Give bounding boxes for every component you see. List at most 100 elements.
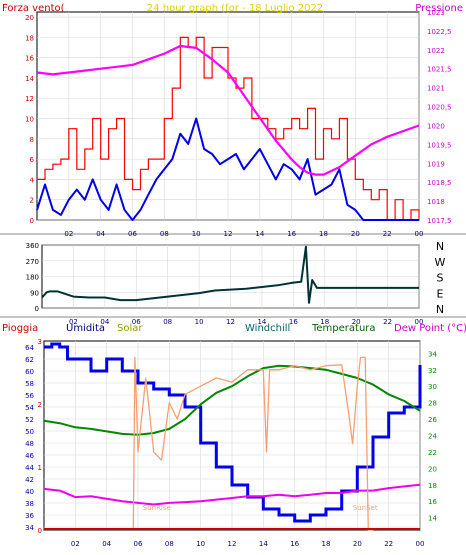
humidity-y-tick: 40 (25, 488, 34, 496)
bottom-panel-x-tick: 04 (102, 540, 111, 548)
humidity-y-tick: 56 (25, 392, 34, 400)
bottom-panel-x-tick: 18 (322, 540, 331, 548)
left-y-tick: 20 (25, 14, 34, 22)
left-y-tick: 18 (25, 34, 34, 42)
chart-title: 24 hour graph (for - 18 Luglio 2022 (147, 3, 323, 14)
legend-item: Temperatura (311, 323, 376, 334)
rain-y-tick: 0 (38, 527, 42, 535)
direction-panel-x-tick: 06 (132, 318, 141, 326)
rain-y-tick: 1 (38, 464, 42, 472)
humidity-y-tick: 60 (25, 368, 34, 376)
top-panel-x-tick: 20 (351, 230, 360, 238)
humidity-y-tick: 62 (25, 356, 34, 364)
legend-item: Pioggia (2, 323, 38, 334)
direction-panel-x-tick: 02 (69, 318, 78, 326)
direction-y-tick: 360 (26, 242, 39, 250)
direction-panel-x-tick: 16 (289, 318, 298, 326)
top-panel-x-tick: 22 (383, 230, 392, 238)
rain-y-tick: 2 (38, 401, 42, 409)
humidity-y-tick: 42 (25, 476, 34, 484)
top-panel-x-tick: 00 (415, 230, 424, 238)
left-y-tick: 8 (30, 136, 34, 144)
direction-y-tick: 180 (26, 274, 39, 282)
right-y-tick: 1023 (427, 9, 445, 17)
right-y-tick: 1022,5 (427, 28, 452, 36)
direction-panel-x-tick: 14 (257, 318, 266, 326)
temperature-series (43, 364, 421, 436)
right-y-tick: 1020 (427, 122, 445, 130)
right-y-tick: 1022 (427, 47, 445, 55)
temp-y-tick: 30 (428, 383, 437, 391)
bottom-panel-x-tick: 06 (134, 540, 143, 548)
temp-y-tick: 20 (428, 465, 437, 473)
left-y-tick: 0 (30, 217, 34, 225)
humidity-y-tick: 34 (25, 524, 34, 532)
humidity-y-tick: 44 (25, 464, 34, 472)
temp-y-tick: 28 (428, 400, 437, 408)
compass-label: W (435, 256, 446, 269)
left-y-tick: 14 (25, 75, 34, 83)
right-y-tick: 1020,5 (427, 104, 452, 112)
sunrise-label: SunRise (143, 504, 171, 512)
top-panel-x-tick: 06 (128, 230, 137, 238)
right-y-tick: 1021 (427, 85, 445, 93)
right-y-tick: 1018,5 (427, 179, 452, 187)
humidity-series (44, 342, 422, 523)
solar-series (132, 356, 373, 531)
left-y-tick: 12 (25, 95, 34, 103)
humidity-y-tick: 38 (25, 500, 34, 508)
wind-axis-title: Forza vento( (2, 3, 65, 14)
bottom-panel-x-tick: 22 (384, 540, 393, 548)
right-y-tick: 1019,5 (427, 141, 452, 149)
direction-panel-x-tick: 20 (352, 318, 361, 326)
top-panel-x-tick: 08 (160, 230, 169, 238)
pressure-axis-title: Pressione (415, 3, 463, 14)
humidity-y-tick: 48 (25, 440, 34, 448)
humidity-y-tick: 46 (25, 452, 34, 460)
bottom-panel-x-tick: 16 (290, 540, 299, 548)
direction-panel-x-tick: 08 (163, 318, 172, 326)
bottom-panel-x-tick: 10 (196, 540, 205, 548)
temp-y-tick: 16 (428, 498, 437, 506)
left-y-tick: 4 (30, 176, 35, 184)
compass-label: E (437, 287, 444, 300)
direction-panel-x-tick: 10 (195, 318, 204, 326)
top-panel-x-tick: 16 (287, 230, 296, 238)
right-y-tick: 1019 (427, 160, 445, 168)
legend-item: Umidita (66, 323, 105, 334)
direction-y-tick: 0 (35, 305, 39, 313)
right-y-tick: 1017,5 (427, 217, 452, 225)
temp-y-tick: 32 (428, 367, 437, 375)
humidity-y-tick: 58 (25, 380, 34, 388)
temp-y-tick: 24 (428, 433, 437, 441)
sunset-label: SunSet (353, 504, 378, 512)
dewpoint-series (43, 483, 421, 506)
left-y-tick: 2 (30, 197, 34, 205)
pressure-series (36, 44, 420, 176)
humidity-y-tick: 50 (25, 428, 34, 436)
humidity-y-tick: 36 (25, 512, 34, 520)
temp-y-tick: 18 (428, 482, 437, 490)
top-panel-x-tick: 18 (319, 230, 328, 238)
temp-y-tick: 34 (428, 350, 437, 358)
humidity-y-tick: 54 (25, 404, 34, 412)
temp-y-tick: 26 (428, 416, 437, 424)
direction-panel-x-tick: 00 (415, 318, 424, 326)
legend-item: Dew Point (°C) (394, 323, 466, 334)
temp-y-tick: 14 (428, 515, 437, 523)
left-y-tick: 16 (25, 55, 34, 63)
bottom-panel-x-tick: 20 (353, 540, 362, 548)
direction-y-tick: 270 (26, 258, 39, 266)
rain-y-tick: 3 (38, 338, 42, 346)
temp-y-tick: 22 (428, 449, 437, 457)
bottom-panel-x-tick: 08 (165, 540, 174, 548)
legend-item: Windchill (245, 323, 290, 334)
compass-label: N (436, 240, 444, 253)
right-y-tick: 1018 (427, 198, 445, 206)
compass-label: N (436, 303, 444, 316)
top-panel-x-tick: 14 (255, 230, 264, 238)
top-panel-x-tick: 02 (64, 230, 73, 238)
wind-direction-series (41, 245, 419, 304)
right-y-tick: 1021,5 (427, 66, 452, 74)
bottom-panel-x-tick: 12 (228, 540, 237, 548)
